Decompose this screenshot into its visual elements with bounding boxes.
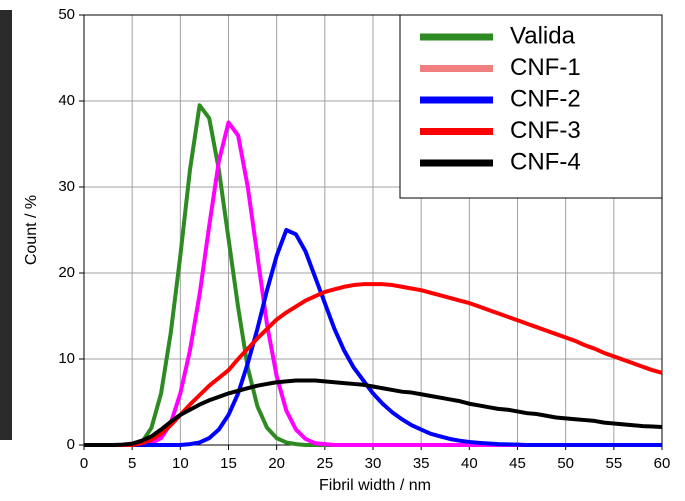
- x-tick-label: 20: [268, 455, 285, 472]
- y-tick-label: 40: [58, 92, 75, 109]
- x-tick-label: 50: [557, 455, 574, 472]
- legend-box: [399, 14, 663, 199]
- legend-label: CNF-2: [510, 85, 581, 112]
- x-axis-title: Fibril width / nm: [319, 477, 431, 494]
- x-tick-label: 25: [316, 455, 333, 472]
- line-series: [84, 228, 662, 447]
- x-tick-label: 55: [605, 455, 622, 472]
- x-tick-label: 30: [365, 455, 382, 472]
- x-tick-label: 45: [509, 455, 526, 472]
- y-tick-label: 20: [58, 264, 75, 281]
- legend-label: CNF-1: [510, 54, 581, 81]
- x-tick-label: 60: [654, 455, 671, 472]
- y-axis-title: Count / %: [23, 195, 40, 265]
- line-series: [84, 378, 663, 447]
- y-tick-label: 30: [58, 178, 75, 195]
- y-tick-label: 0: [67, 436, 75, 453]
- legend-label: CNF-4: [510, 148, 581, 175]
- legend-label: CNF-3: [510, 117, 581, 144]
- x-tick-label: 5: [128, 455, 136, 472]
- y-tick-label: 10: [58, 350, 75, 367]
- x-tick-label: 15: [220, 455, 237, 472]
- x-tick-label: 40: [461, 455, 478, 472]
- legend-label: Valida: [510, 22, 576, 49]
- x-tick-label: 10: [172, 455, 189, 472]
- image-strip: [0, 10, 12, 440]
- x-tick-label: 0: [80, 455, 88, 472]
- y-tick-label: 50: [58, 6, 75, 23]
- x-tick-label: 35: [413, 455, 430, 472]
